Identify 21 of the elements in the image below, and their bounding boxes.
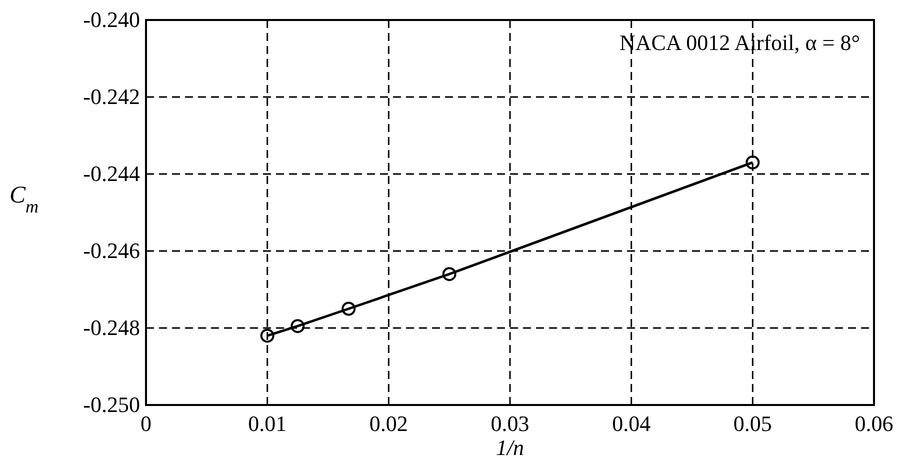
- y-tick-label: -0.246: [83, 238, 140, 263]
- x-axis-title: 1/n: [496, 435, 524, 460]
- point: [290, 319, 305, 334]
- y-tick-label: -0.240: [83, 7, 140, 32]
- y-tick-label: -0.250: [83, 392, 140, 417]
- y-tick-label: -0.242: [83, 84, 140, 109]
- point: [746, 155, 760, 170]
- y-tick-label: -0.244: [83, 161, 140, 186]
- point: [342, 302, 356, 316]
- point: [442, 267, 456, 282]
- x-tick-label: 0.01: [248, 411, 287, 436]
- x-tick-label: 0.06: [854, 411, 894, 436]
- x-tick-label: 0.05: [733, 411, 772, 436]
- y-axis-title: C$_{m}$: [9, 182, 39, 216]
- x-tick-label: 0.04: [612, 411, 651, 436]
- point: [260, 328, 274, 343]
- y-tick-label: -0.248: [83, 315, 140, 340]
- x-tick-label: 0.03: [490, 411, 530, 436]
- x-tick-label: 0.02: [369, 411, 408, 436]
- x-tick-label: 0: [140, 411, 152, 436]
- annotation: NACA 0012 Airfoil, α = 8°: [619, 30, 860, 55]
